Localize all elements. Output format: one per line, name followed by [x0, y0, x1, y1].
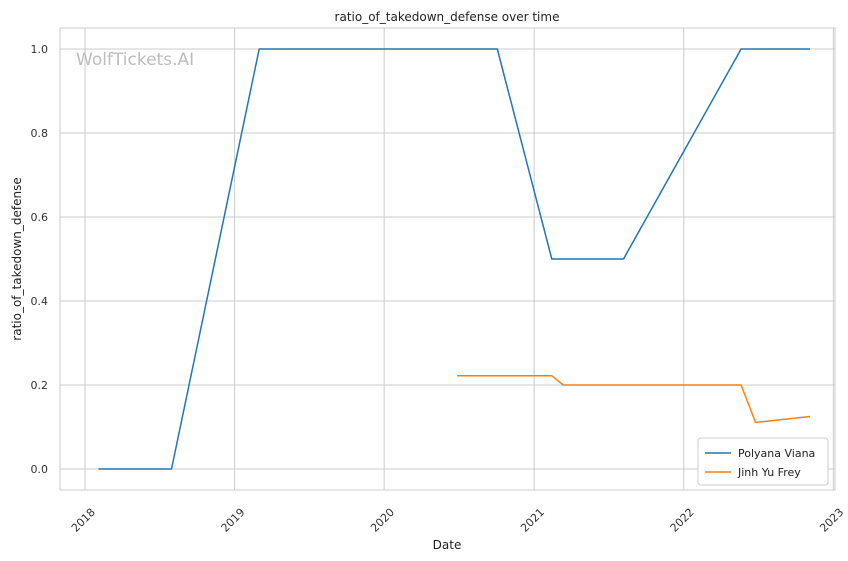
- x-axis-title: Date: [433, 538, 462, 552]
- y-tick-labels: 0.0 0.2 0.4 0.6 0.8 1.0: [31, 43, 49, 476]
- watermark-text: WolfTickets.AI: [76, 50, 194, 70]
- chart-title: ratio_of_takedown_defense over time: [335, 10, 560, 24]
- y-tick-label: 0.0: [31, 463, 49, 476]
- legend: Polyana Viana Jinh Yu Frey: [697, 437, 829, 486]
- y-tick-label: 0.2: [31, 379, 49, 392]
- y-tick-label: 0.8: [31, 127, 49, 140]
- legend-label-polyana-viana: Polyana Viana: [738, 447, 815, 460]
- y-tick-label: 1.0: [31, 43, 49, 56]
- series-lines: [98, 48, 811, 470]
- y-tick-label: 0.4: [31, 295, 49, 308]
- series-line-polyana-viana: [98, 48, 810, 470]
- legend-box: [697, 437, 829, 486]
- plot-frame: [59, 27, 836, 491]
- y-axis-title: ratio_of_takedown_defense: [10, 177, 24, 340]
- plot-area: [60, 28, 835, 490]
- series-line-jinh-yu-frey: [457, 375, 811, 424]
- legend-label-jinh-yu-frey: Jinh Yu Frey: [737, 466, 801, 479]
- y-tick-label: 0.6: [31, 211, 49, 224]
